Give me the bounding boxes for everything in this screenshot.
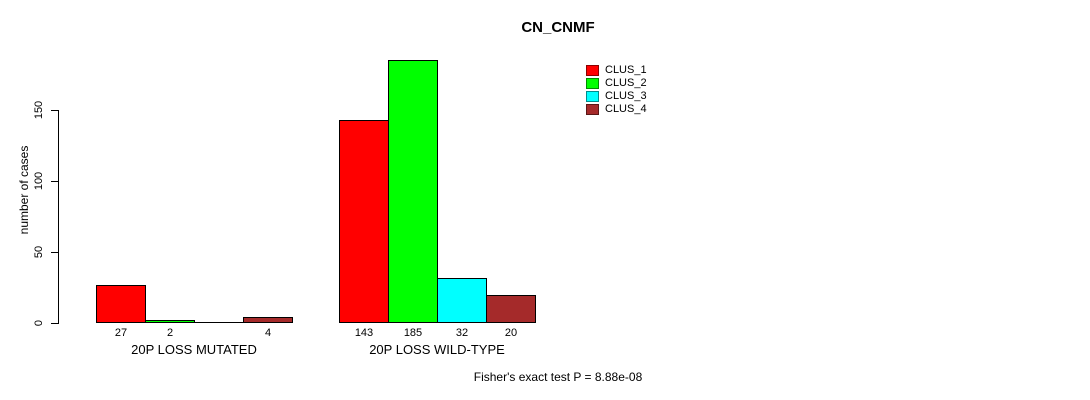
bar-g1-clus-3 [194,322,244,323]
bar-value-label: 4 [264,327,272,339]
bar-g1-clus-1 [96,285,146,323]
legend-swatch-clus-3 [586,91,599,102]
legend-item: CLUS_1 [586,64,647,77]
legend-swatch-clus-1 [586,65,599,76]
y-tick-label: 50 [33,245,45,259]
y-axis-label: number of cases [17,145,31,235]
x-group-label: 20P LOSS WILD-TYPE [369,342,505,357]
legend-item-label: CLUS_3 [605,90,647,102]
x-group-label: 20P LOSS MUTATED [131,342,257,357]
y-tick [51,181,59,182]
bar-value-label: 2 [166,327,174,339]
y-tick-label: 150 [33,100,45,120]
bar-g1-clus-2 [145,320,195,323]
legend-swatch-clus-2 [586,78,599,89]
bar-g2-clus-4 [486,295,536,323]
legend-item-label: CLUS_4 [605,103,647,115]
legend-swatch-clus-4 [586,104,599,115]
y-tick [51,252,59,253]
bar-g2-clus-2 [388,60,438,323]
bar-g1-clus-4 [243,317,293,323]
y-tick [51,110,59,111]
y-tick-label: 100 [33,171,45,191]
legend-item-label: CLUS_2 [605,77,647,89]
bar-value-label: 27 [114,327,128,339]
y-tick-label: 0 [33,319,45,327]
bar-value-label: 32 [455,327,469,339]
y-tick [51,323,59,324]
legend-item: CLUS_2 [586,77,647,90]
bar-value-label: 185 [403,327,423,339]
legend-item: CLUS_3 [586,90,647,103]
legend-item-label: CLUS_1 [605,64,647,76]
bar-g2-clus-1 [339,120,389,323]
bar-value-label: 143 [354,327,374,339]
legend-item: CLUS_4 [586,103,647,116]
chart-title: CN_CNMF [521,19,595,36]
y-axis-line [58,110,59,324]
bar-g2-clus-3 [437,278,487,323]
annotation-fisher-test: Fisher's exact test P = 8.88e-08 [473,370,643,384]
legend: CLUS_1 CLUS_2 CLUS_3 CLUS_4 [586,64,647,116]
bar-value-label: 20 [504,327,518,339]
